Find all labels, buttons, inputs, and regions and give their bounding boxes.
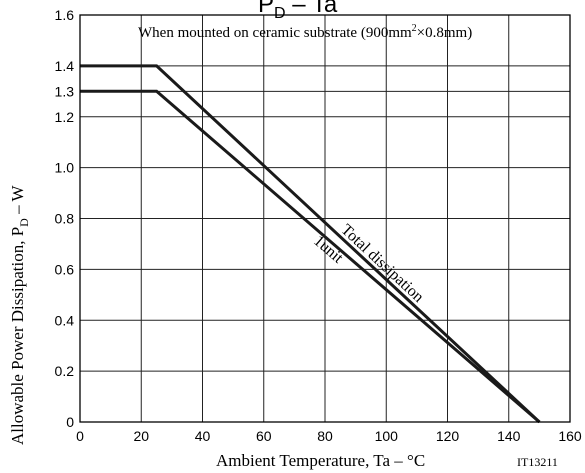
x-tick-label: 120 [436, 428, 460, 444]
tick-labels: 0 20 40 60 80 100 120 140 160 0 0.2 0.4 0.6 0.8 1.0 1.2… [55, 7, 582, 444]
x-tick-label: 0 [76, 428, 84, 444]
y-tick-label: 0.8 [55, 211, 75, 227]
y-tick-label: 1.2 [55, 109, 75, 125]
ylabel-prefix: Allowable Power Dissipation, P [8, 227, 27, 445]
y-tick-label: 0.4 [55, 312, 75, 328]
title-sub: D [274, 5, 286, 22]
series-line-1unit [80, 89, 541, 424]
ylabel-suffix: – W [8, 184, 27, 218]
x-tick-label: 160 [558, 428, 582, 444]
condition-annotation: When mounted on ceramic substrate (900mm… [138, 23, 472, 41]
y-tick-label: 1.0 [55, 160, 75, 176]
y-tick-label: 0.2 [55, 363, 75, 379]
x-tick-label: 20 [133, 428, 149, 444]
title-rest: – Ta [286, 0, 338, 18]
x-axis-label: Ambient Temperature, Ta – °C [216, 451, 425, 470]
title-main: P [258, 0, 274, 18]
figure-code: IT13211 [517, 455, 558, 469]
condition-suffix: ×0.8mm) [417, 25, 473, 41]
chart-title: PD – Ta [258, 0, 338, 22]
plot-frame [79, 14, 571, 423]
y-tick-label: 0 [66, 414, 74, 430]
y-tick-label: 1.6 [55, 7, 75, 23]
condition-sup: 2 [412, 23, 417, 34]
series-line-total-dissipation [80, 64, 541, 424]
y-tick-label: 1.4 [55, 58, 75, 74]
grid-lines [80, 15, 570, 422]
y-tick-label: 0.6 [55, 261, 75, 277]
x-tick-label: 100 [375, 428, 399, 444]
ylabel-sub: D [17, 218, 31, 227]
y-axis-label: Allowable Power Dissipation, PD – W [8, 184, 31, 445]
x-tick-label: 60 [256, 428, 272, 444]
condition-prefix: When mounted on ceramic substrate (900mm [138, 25, 412, 41]
y-tick-label: 1.3 [55, 83, 75, 99]
x-tick-label: 140 [497, 428, 521, 444]
x-tick-label: 40 [195, 428, 211, 444]
x-tick-label: 80 [317, 428, 333, 444]
series-label-total-dissipation: Total dissipation [338, 221, 427, 306]
series-lines [80, 64, 541, 424]
